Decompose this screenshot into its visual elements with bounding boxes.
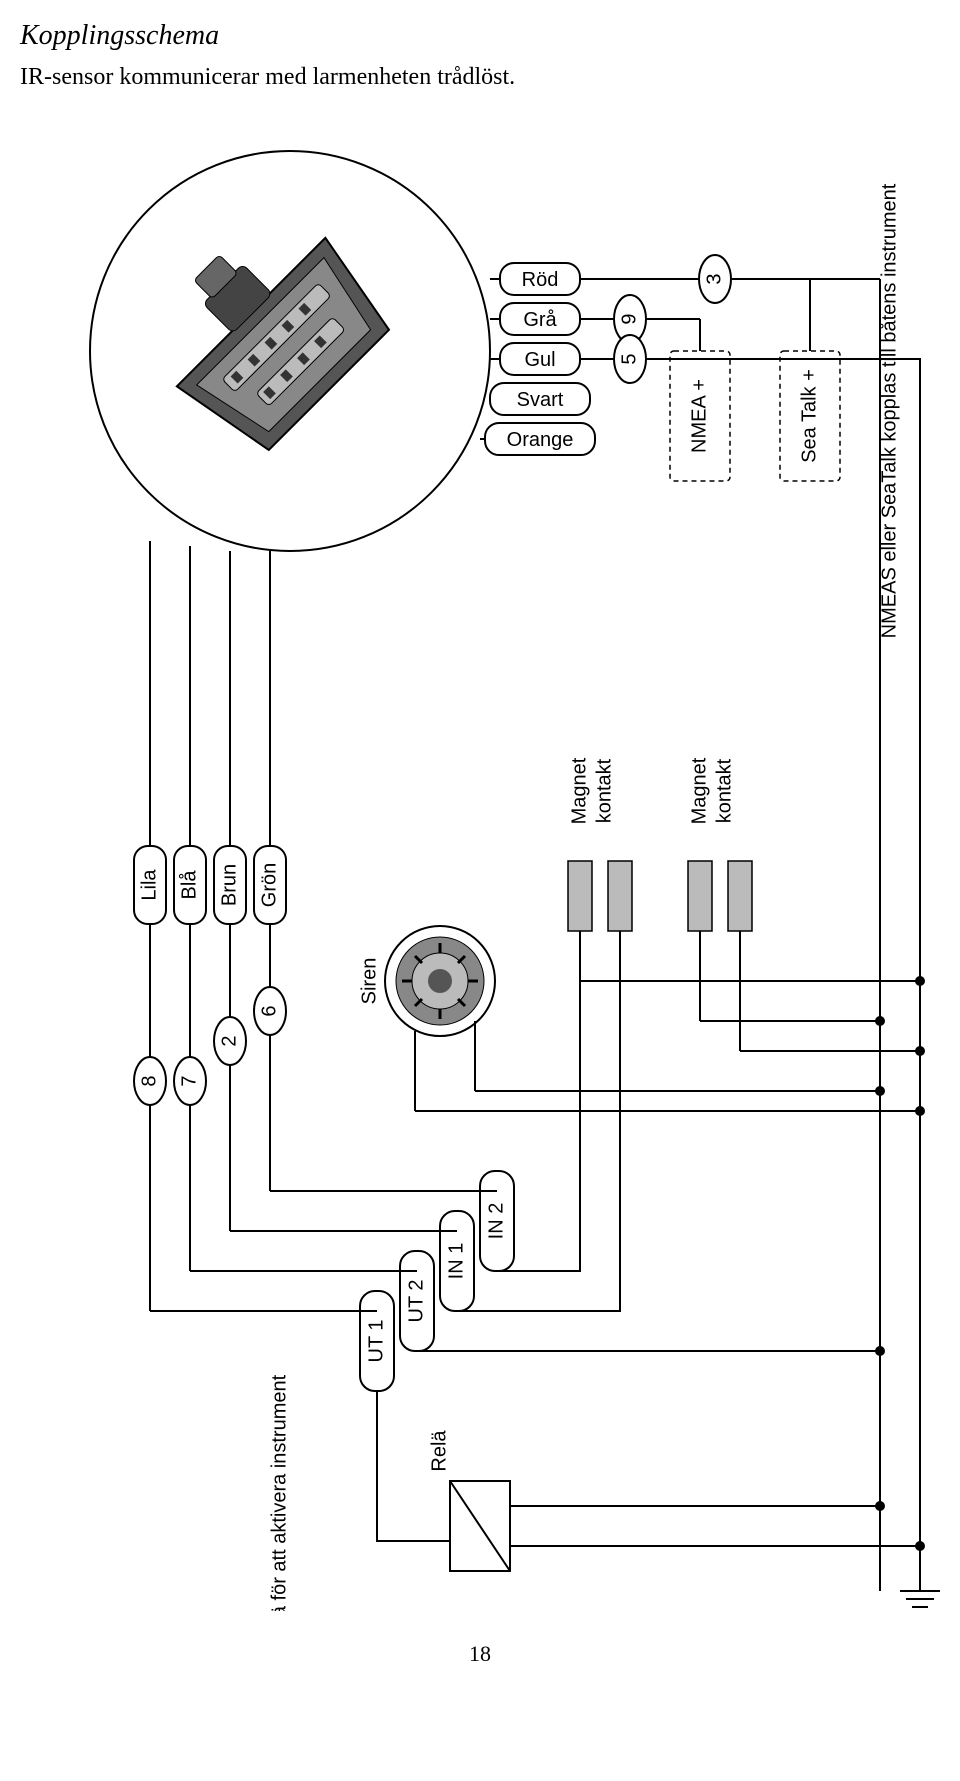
ground-symbol [900, 1591, 940, 1607]
svg-text:3: 3 [703, 273, 725, 284]
svg-text:Relä: Relä [428, 1430, 450, 1472]
svg-text:Gul: Gul [524, 349, 555, 371]
svg-text:IN 2: IN 2 [485, 1203, 507, 1240]
magnet-contact-2: Magnet kontakt [688, 757, 925, 1056]
svg-text:2: 2 [218, 1035, 240, 1046]
svg-text:Grön: Grön [258, 863, 280, 907]
svg-text:9: 9 [618, 313, 640, 324]
svg-text:Magnet: Magnet [568, 757, 590, 824]
svg-text:Svart: Svart [517, 389, 564, 411]
svg-text:kontakt: kontakt [593, 758, 615, 823]
svg-text:Grå: Grå [523, 309, 557, 331]
wire-labels-left: Lila Blå Brun Grön [134, 541, 286, 924]
nmea-box: NMEA + [646, 319, 730, 481]
svg-text:7: 7 [178, 1075, 200, 1086]
svg-text:NMEA +: NMEA + [688, 379, 710, 453]
svg-text:UT 1: UT 1 [365, 1320, 387, 1363]
svg-text:Magnet: Magnet [688, 757, 710, 824]
relay-note: Relä för att aktivera instrument [268, 1374, 290, 1611]
svg-text:Lila: Lila [138, 869, 160, 901]
svg-text:UT 2: UT 2 [405, 1280, 427, 1323]
svg-text:Sea Talk +: Sea Talk + [798, 369, 820, 463]
svg-text:Orange: Orange [507, 429, 574, 451]
svg-text:Siren: Siren [358, 958, 380, 1005]
svg-text:6: 6 [258, 1005, 280, 1016]
svg-text:IN 1: IN 1 [445, 1243, 467, 1280]
page-subtitle: IR-sensor kommunicerar med larmenheten t… [20, 64, 940, 91]
page-number: 18 [20, 1641, 940, 1667]
seatalk-box: Sea Talk + [780, 279, 840, 481]
wiring-diagram: Röd Grå Gul Svart Orange 3 9 5 NMEA + [20, 111, 940, 1611]
svg-text:kontakt: kontakt [713, 758, 735, 823]
svg-text:8: 8 [138, 1075, 160, 1086]
page-title: Kopplingsschema [20, 20, 940, 52]
wire-labels-right: Röd Grå Gul Svart Orange [480, 263, 595, 455]
main-connector [90, 151, 490, 551]
svg-text:Brun: Brun [218, 864, 240, 906]
svg-text:NMEAS eller SeaTalk kopplas ti: NMEAS eller SeaTalk kopplas till båtens … [878, 183, 900, 638]
svg-text:5: 5 [618, 353, 640, 364]
terminal-blocks: UT 1 UT 2 IN 1 IN 2 [360, 1171, 514, 1391]
svg-text:Blå: Blå [178, 870, 200, 900]
relay: Relä [377, 1430, 925, 1571]
svg-text:Röd: Röd [522, 269, 559, 291]
